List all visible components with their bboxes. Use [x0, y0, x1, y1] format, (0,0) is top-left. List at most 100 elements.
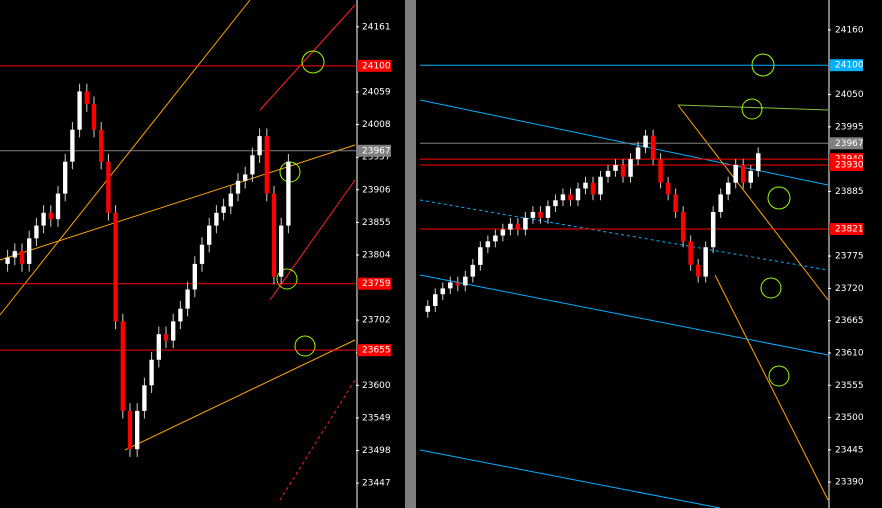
- candle-body: [192, 263, 197, 290]
- candle-body: [99, 129, 104, 162]
- candle-body: [433, 294, 438, 306]
- candle-body: [635, 147, 641, 160]
- marker-circle: [768, 365, 790, 387]
- candle-body: [264, 136, 269, 194]
- candle-body: [279, 225, 284, 277]
- candle-body: [755, 153, 761, 171]
- candle-body: [583, 182, 588, 189]
- marker-circle: [276, 268, 298, 290]
- candle-body: [178, 308, 183, 322]
- y-tick-label: 24008: [362, 120, 391, 130]
- candle-body: [48, 212, 53, 220]
- candle-body: [286, 161, 291, 226]
- candle-body: [560, 194, 566, 201]
- y-tick-label: 24160: [835, 25, 864, 35]
- y-tick-label: 23720: [835, 284, 864, 294]
- price-tag: [357, 277, 391, 290]
- pitchfork-line: [259, 4, 356, 111]
- candle-body: [748, 170, 753, 183]
- y-tick-label: 23445: [835, 445, 864, 455]
- candle-body: [221, 206, 226, 213]
- candle-body: [243, 174, 248, 181]
- y-tick-label: 23804: [362, 250, 391, 260]
- candle-body: [508, 223, 513, 230]
- marker-circle: [294, 335, 316, 357]
- price-tag: [357, 344, 391, 357]
- candle-body: [643, 135, 648, 148]
- pitchfork-line: [677, 104, 829, 301]
- candle-body: [553, 200, 558, 207]
- price-tag: [357, 59, 391, 72]
- channel-line: [124, 339, 356, 451]
- candle-body: [628, 159, 633, 177]
- y-tick-label: 23498: [362, 446, 391, 456]
- candle-body: [12, 251, 17, 258]
- price-tag-label: 24100: [835, 61, 864, 71]
- candle-body: [598, 176, 603, 195]
- candle-body: [135, 410, 140, 450]
- price-tag-label: 24100: [362, 61, 391, 71]
- candle-body: [545, 206, 551, 218]
- y-tick-label: 24161: [362, 22, 391, 32]
- y-tick-label: 23447: [362, 479, 391, 489]
- candle-body: [703, 247, 708, 277]
- candle-body: [478, 247, 483, 265]
- y-tick-label: 23855: [362, 218, 391, 228]
- price-tag: [829, 137, 863, 150]
- candle-body: [113, 212, 118, 322]
- y-tick-label: 23610: [835, 348, 864, 358]
- y-tick-label: 23549: [362, 413, 391, 423]
- candle-body: [271, 193, 277, 277]
- candle-body: [127, 410, 133, 450]
- candle-body: [463, 276, 468, 286]
- y-tick-label: 24059: [362, 88, 391, 98]
- price-tag: [357, 144, 391, 157]
- candle-body: [228, 193, 233, 207]
- candle-body: [257, 136, 262, 156]
- price-tag: [829, 223, 863, 236]
- candle-body: [27, 238, 32, 264]
- candle-body: [658, 159, 663, 183]
- indicators: [0, 0, 829, 508]
- panel-divider: [405, 0, 416, 508]
- candle-body: [470, 264, 476, 277]
- y-tick-label: 23390: [835, 478, 864, 488]
- y-tick-label: 23957: [362, 153, 391, 163]
- price-tag: [829, 159, 863, 172]
- candle-body: [120, 321, 125, 411]
- marker-circle: [741, 98, 763, 120]
- candle-body: [515, 223, 521, 230]
- candle-body: [665, 182, 671, 195]
- candle-body: [19, 251, 25, 264]
- candle-body: [485, 241, 491, 248]
- price-tag-label: 23655: [362, 346, 391, 356]
- y-tick-label: 23775: [835, 252, 864, 262]
- y-tick-label: 23702: [362, 316, 391, 326]
- candle-body: [590, 182, 596, 195]
- y-tick-label: 23500: [835, 413, 864, 423]
- candle-body: [70, 129, 75, 162]
- y-tick-label: 23995: [835, 122, 864, 132]
- candle-body: [530, 212, 536, 218]
- candle-body: [142, 385, 147, 411]
- candle-body: [63, 161, 68, 194]
- candle-body: [500, 229, 506, 236]
- pitchfork-line: [714, 274, 829, 501]
- candle-body: [568, 194, 573, 201]
- price-tag-label: 23759: [362, 279, 391, 289]
- candle-body: [199, 244, 205, 264]
- marker-circle: [767, 186, 791, 210]
- candle-body: [455, 282, 461, 286]
- price-tag: [829, 59, 863, 72]
- candle-body: [77, 91, 82, 130]
- candle-body: [620, 165, 626, 177]
- candle-body: [493, 235, 498, 242]
- y-tick-label: 23600: [362, 381, 391, 391]
- candle-body: [673, 194, 678, 213]
- candle-body: [710, 212, 716, 248]
- channel-line: [419, 274, 829, 356]
- channel-line: [419, 199, 829, 271]
- candle-body: [214, 212, 219, 226]
- y-tick-label: 24050: [835, 90, 864, 100]
